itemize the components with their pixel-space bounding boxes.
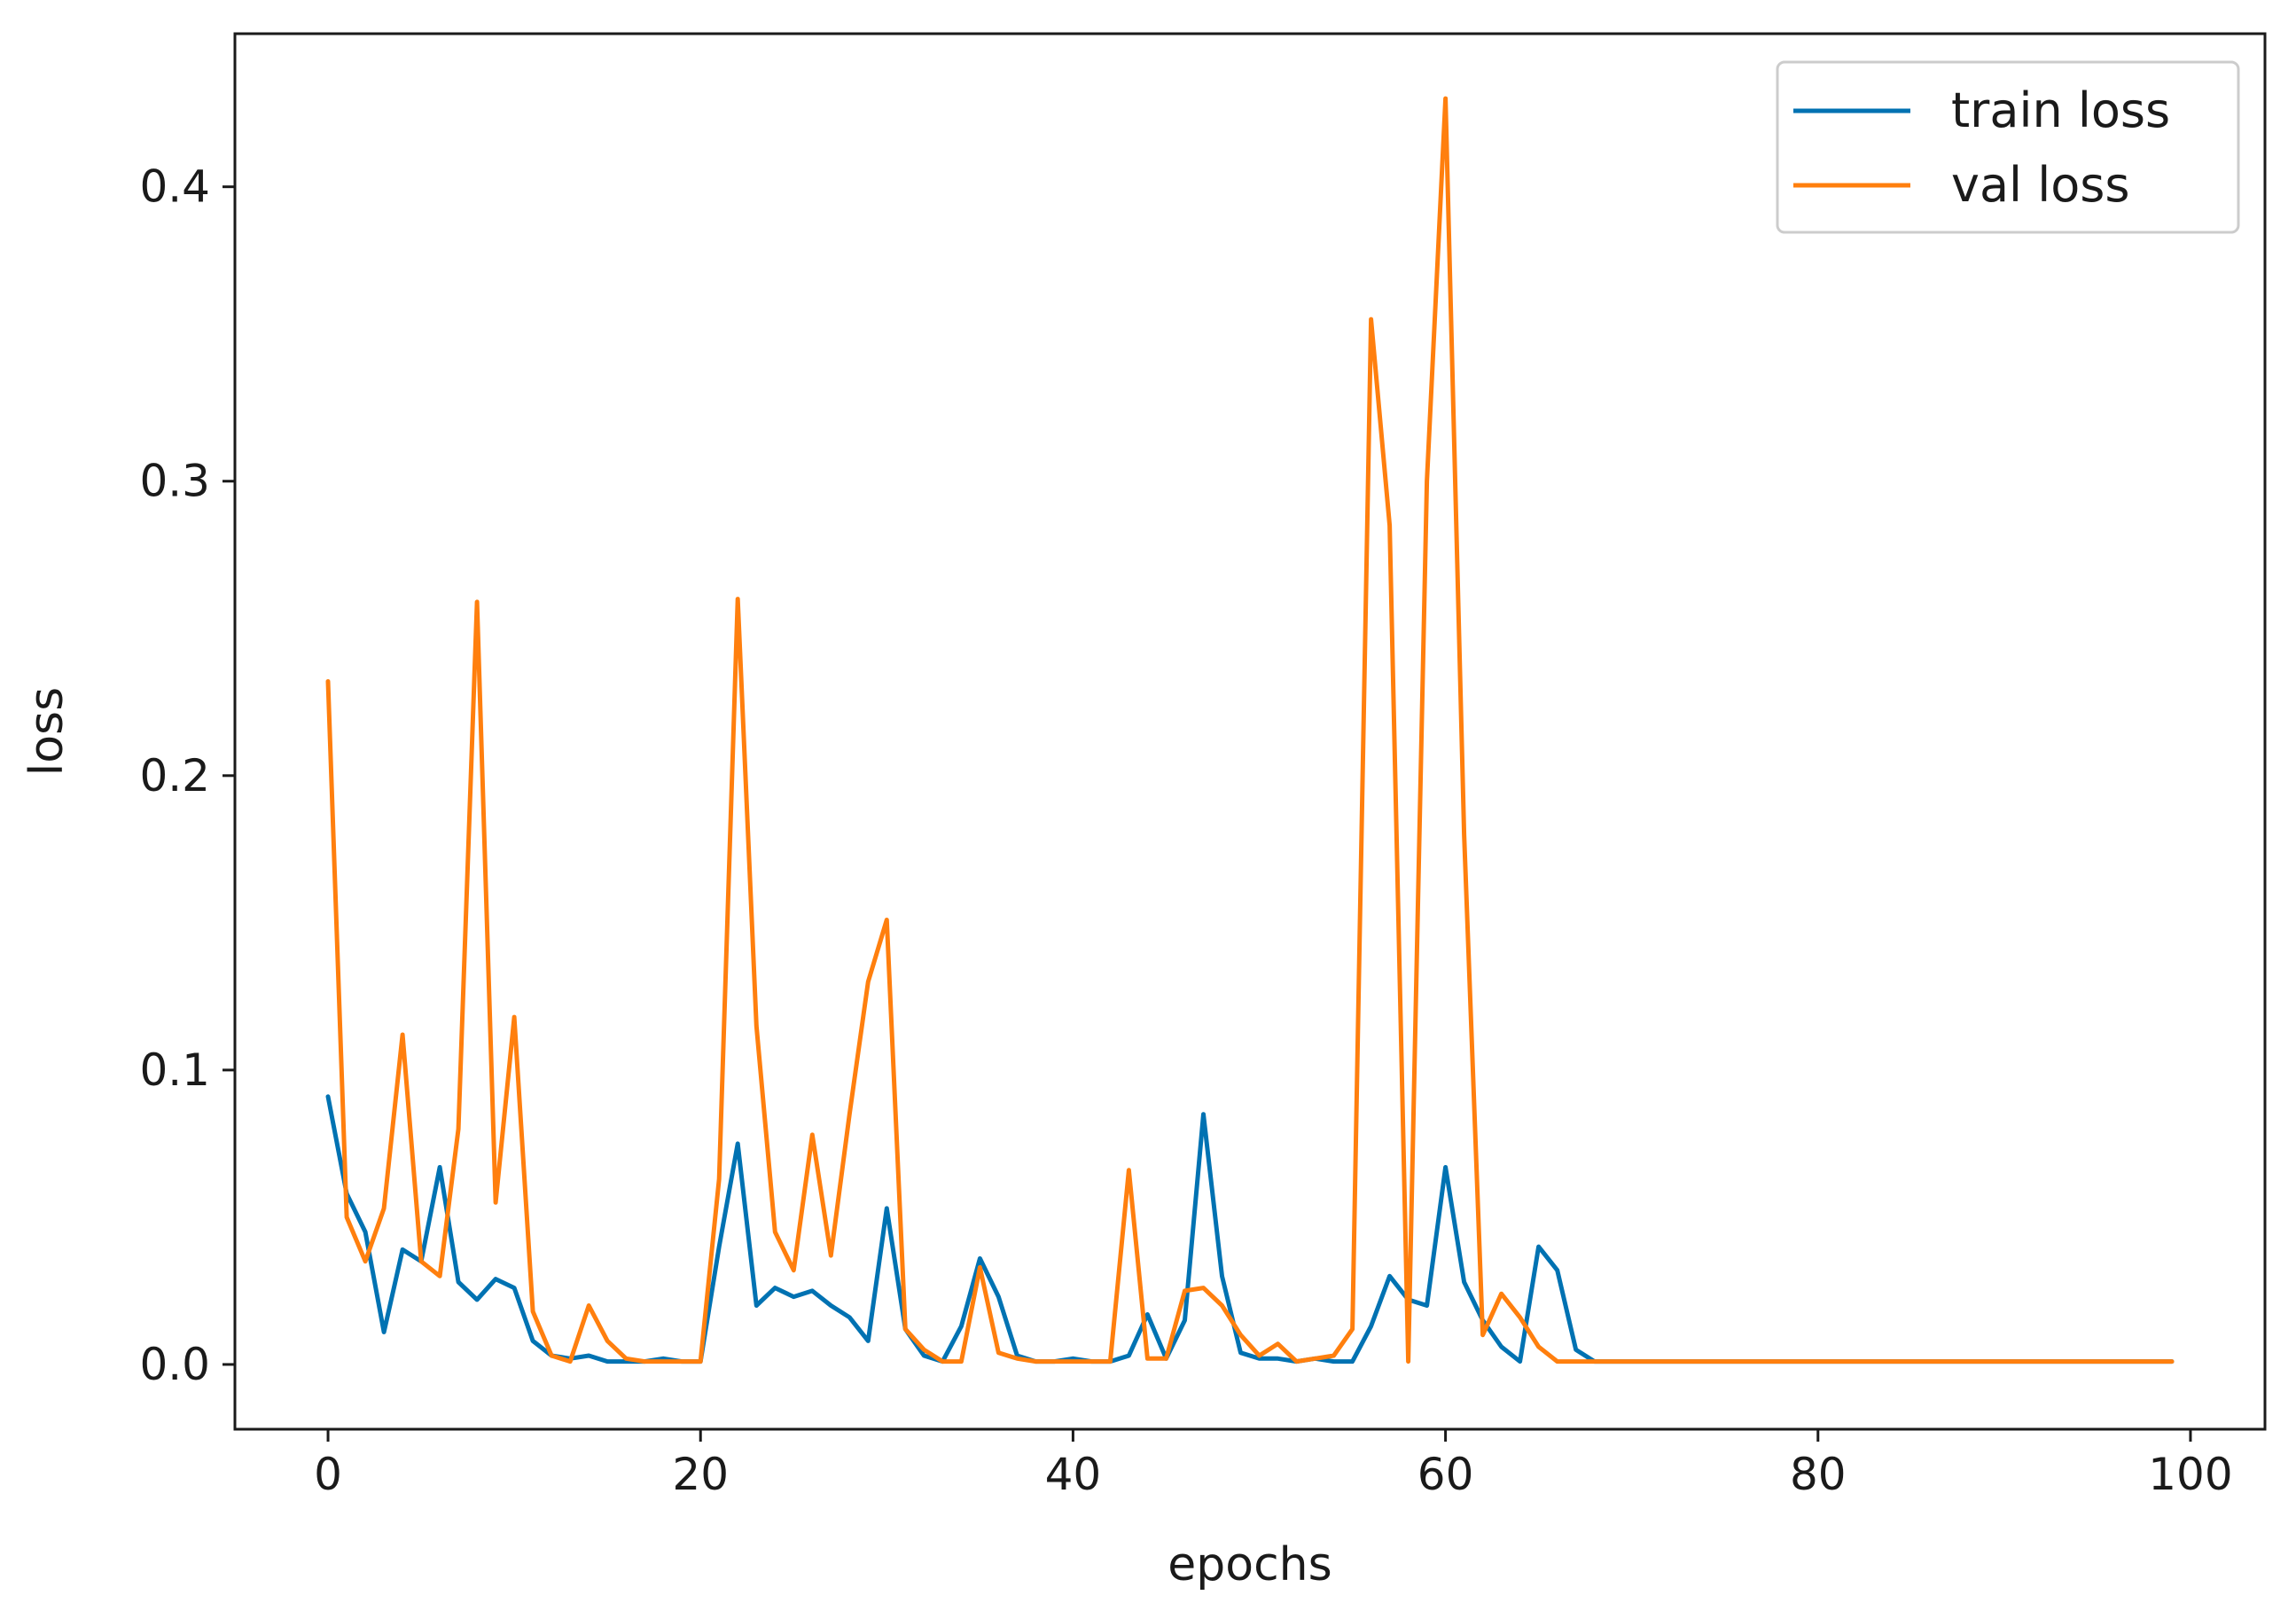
x-tick-label: 100 — [2148, 1449, 2232, 1500]
legend-label: val loss — [1951, 157, 2130, 213]
x-tick-label: 80 — [1790, 1449, 1847, 1500]
legend-box — [1776, 60, 2240, 234]
y-tick-label: 0.1 — [139, 1044, 210, 1096]
y-axis-label: loss — [20, 687, 74, 776]
y-tick-label: 0.0 — [139, 1339, 210, 1390]
series-line-val-loss — [325, 96, 2175, 1365]
y-axis: 0.0 0.1 0.2 0.3 0.4 — [139, 161, 235, 1390]
x-axis: 0 20 40 60 80 100 — [314, 1429, 2233, 1500]
y-tick-label: 0.2 — [139, 750, 210, 802]
plot-frame — [233, 32, 2267, 1431]
x-tick-label: 60 — [1417, 1449, 1474, 1500]
y-tick-label: 0.3 — [139, 456, 210, 507]
legend: train loss val loss — [1776, 60, 2240, 234]
legend-label: train loss — [1951, 82, 2170, 138]
x-axis-label: epochs — [1168, 1538, 1332, 1591]
series-layer — [325, 96, 2175, 1365]
x-tick-label: 0 — [314, 1449, 342, 1500]
x-tick-label: 40 — [1045, 1449, 1102, 1500]
y-tick-label: 0.4 — [139, 161, 210, 213]
x-tick-label: 20 — [672, 1449, 729, 1500]
